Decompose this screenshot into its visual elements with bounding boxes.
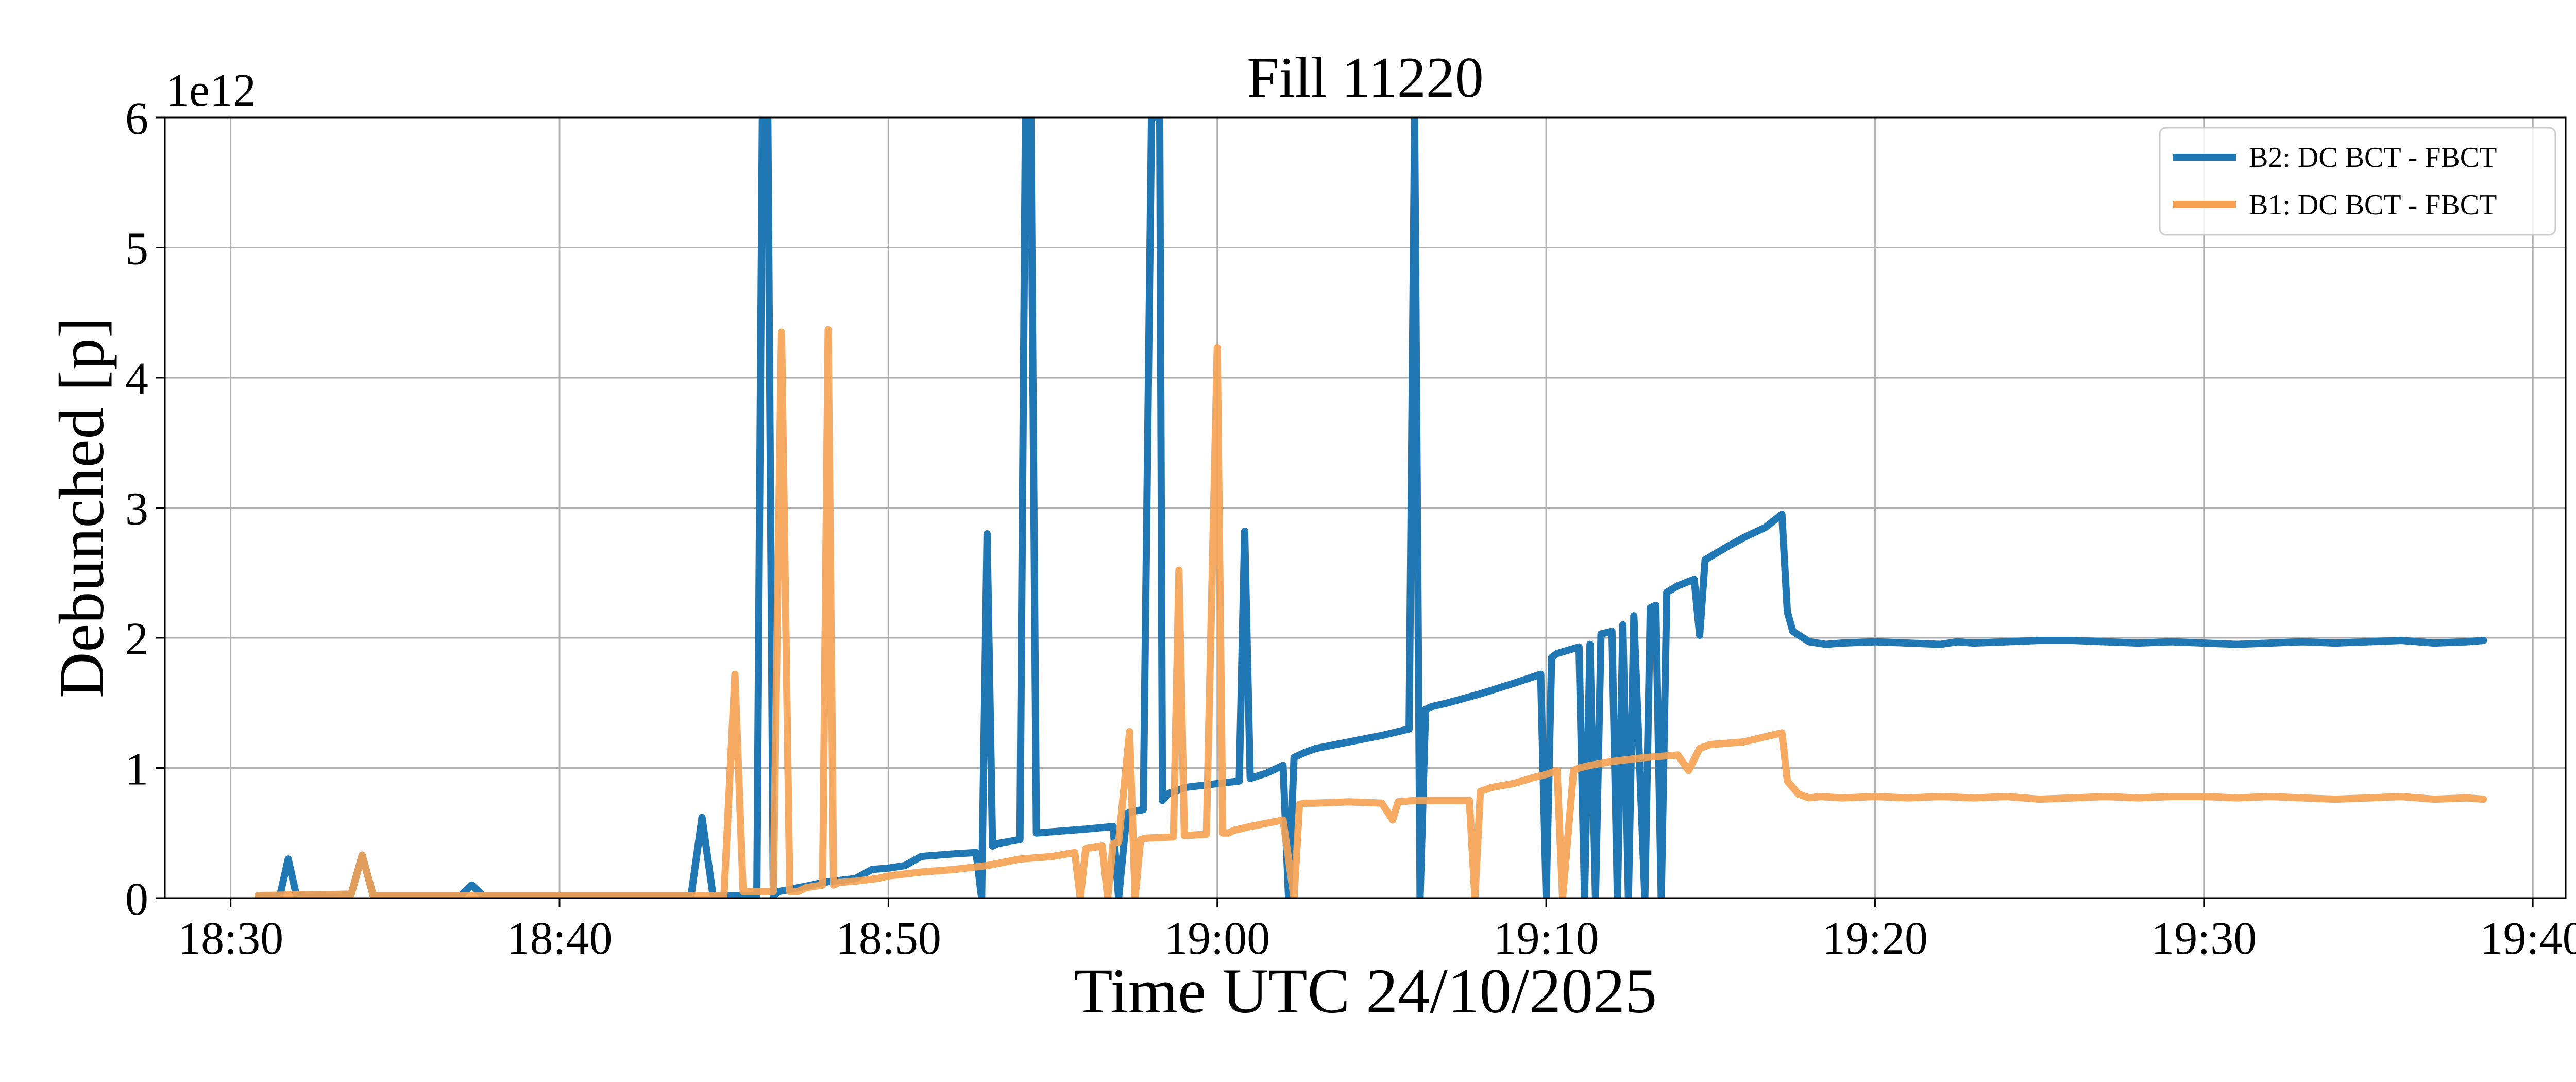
legend-box [2159, 127, 2556, 236]
legend-label-b2: B2: DC BCT - FBCT [2249, 142, 2497, 174]
x-tick-label: 18:40 [507, 913, 613, 964]
y-tick-label: 1 [125, 744, 148, 795]
x-tick-label: 19:10 [1494, 913, 1599, 964]
chart-title: Fill 11220 [1247, 46, 1483, 110]
x-axis-label: Time UTC 24/10/2025 [1074, 956, 1657, 1026]
axis-ticks: 18:30 18:40 18:50 19:00 19:10 19:20 19:30 19:40… [125, 93, 2576, 964]
x-tick-label: 19:20 [1822, 913, 1928, 964]
x-tick-label: 19:30 [2151, 913, 2257, 964]
x-tick-label: 19:40 [2480, 913, 2576, 964]
y-tick-label: 2 [125, 614, 148, 665]
x-tick-label: 19:00 [1164, 913, 1270, 964]
y-tick-label: 3 [125, 484, 148, 535]
x-tick-label: 18:30 [178, 913, 283, 964]
legend: B2: DC BCT - FBCT B1: DC BCT - FBCT [2159, 127, 2556, 236]
series-line-b2 [254, 117, 2487, 898]
y-tick-label: 4 [125, 353, 148, 404]
series-layer [254, 117, 2487, 898]
legend-label-b1: B1: DC BCT - FBCT [2249, 189, 2497, 221]
x-tick-label: 18:50 [836, 913, 941, 964]
y-axis-label: Debunched [p] [46, 317, 117, 698]
y-tick-label: 0 [125, 874, 148, 925]
y-tick-label: 5 [125, 224, 148, 275]
series-line-b1 [254, 326, 2487, 898]
y-tick-label: 6 [125, 93, 148, 144]
y-exponent-label: 1e12 [166, 65, 256, 116]
